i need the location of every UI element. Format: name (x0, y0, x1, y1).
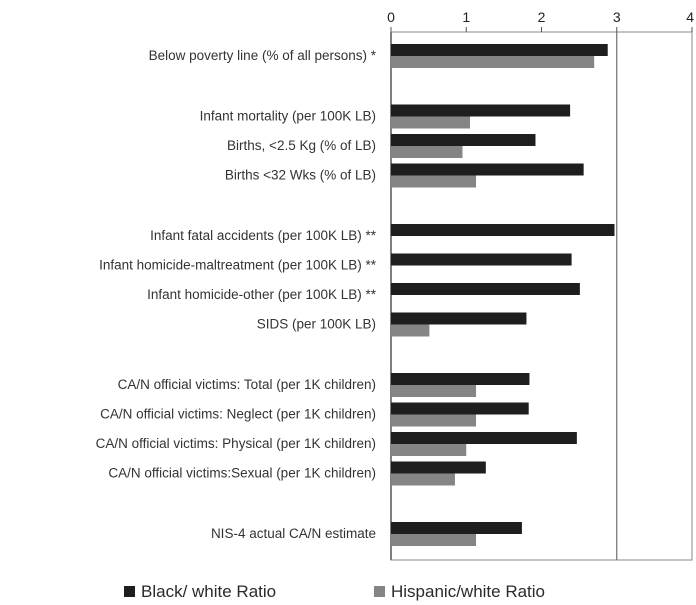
hispanic-white-bar (391, 414, 477, 427)
black-white-bar (391, 312, 527, 325)
x-tick-label: 4 (686, 9, 694, 25)
category-labels: Below poverty line (% of all persons) * I… (96, 48, 377, 541)
black-white-bar (391, 224, 615, 236)
black-white-bar (391, 163, 584, 176)
black-white-bar (391, 283, 580, 295)
bars (391, 44, 615, 546)
black-white-bar (391, 44, 608, 56)
hispanic-white-bar (391, 56, 595, 68)
black-white-bar (391, 461, 486, 474)
black-white-bar (391, 104, 571, 117)
hispanic-white-bar (391, 385, 477, 397)
black-white-bar (391, 134, 536, 146)
category-label: Infant homicide-other (per 100K LB) ** (147, 287, 377, 302)
category-label: CA/N official victims:Sexual (per 1K chi… (108, 466, 376, 481)
hispanic-white-bar (391, 534, 477, 546)
category-label: NIS-4 actual CA/N estimate (211, 526, 376, 541)
category-label: Infant homicide-maltreatment (per 100K L… (99, 258, 377, 273)
category-label: Births <32 Wks (% of LB) (225, 168, 376, 183)
category-label: Below poverty line (% of all persons) * (149, 48, 377, 63)
black-white-bar (391, 253, 572, 266)
category-label: CA/N official victims: Physical (per 1K … (96, 436, 376, 451)
x-tick-label: 0 (387, 9, 395, 25)
black-white-bar (391, 522, 522, 534)
hispanic-white-bar (391, 324, 430, 337)
x-tick-label: 3 (613, 9, 621, 25)
hispanic-white-bar (391, 175, 477, 188)
x-axis-ticks: 0 1 2 3 4 (387, 9, 694, 32)
legend-swatch-black-white (124, 586, 135, 597)
black-white-bar (391, 373, 530, 385)
x-tick-label: 1 (462, 9, 470, 25)
category-label: Births, <2.5 Kg (% of LB) (227, 138, 376, 153)
legend-label-black-white: Black/ white Ratio (141, 582, 276, 601)
hispanic-white-bar (391, 116, 471, 129)
hispanic-white-bar (391, 444, 467, 456)
legend-swatch-hispanic-white (374, 586, 385, 597)
category-label: CA/N official victims: Neglect (per 1K c… (100, 407, 376, 422)
legend-label-hispanic-white: Hispanic/white Ratio (391, 582, 545, 601)
x-tick-label: 2 (538, 9, 546, 25)
legend: Black/ white Ratio Hispanic/white Ratio (124, 582, 545, 601)
hispanic-white-bar (391, 146, 463, 158)
black-white-bar (391, 402, 529, 415)
category-label: Infant fatal accidents (per 100K LB) ** (150, 228, 377, 243)
category-label: SIDS (per 100K LB) (257, 317, 376, 332)
category-label: Infant mortality (per 100K LB) (200, 109, 376, 124)
category-label: CA/N official victims: Total (per 1K chi… (118, 377, 376, 392)
hispanic-white-bar (391, 473, 455, 486)
black-white-bar (391, 432, 577, 444)
